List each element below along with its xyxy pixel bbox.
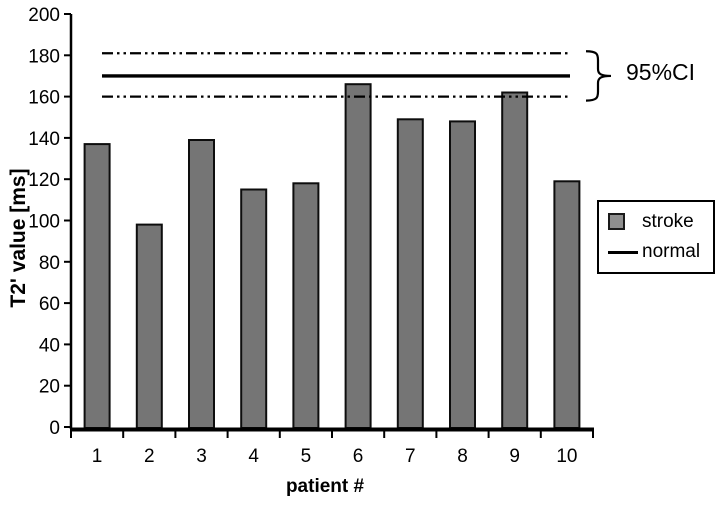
legend-label-normal: normal — [642, 241, 701, 263]
y-tick-label: 120 — [28, 170, 60, 191]
bar-patient-1 — [83, 143, 111, 429]
bar-patient-3 — [188, 139, 215, 429]
y-tick-label: 0 — [49, 418, 60, 439]
x-tick-label: 5 — [301, 446, 312, 467]
y-tick-label: 40 — [39, 335, 60, 356]
normal-line-swatch-icon — [608, 250, 638, 254]
bar-patient-7 — [396, 118, 424, 430]
y-tick-label: 80 — [39, 253, 60, 274]
legend-label-stroke: stroke — [642, 210, 694, 232]
bar-patient-2 — [135, 223, 163, 429]
bar-patient-10 — [553, 180, 581, 429]
x-axis-title: patient # — [285, 476, 365, 497]
y-tick-label: 140 — [28, 129, 60, 150]
x-tick-label: 4 — [248, 446, 259, 467]
bar-patient-9 — [501, 91, 529, 429]
stroke-bar-swatch-icon — [608, 213, 625, 231]
y-axis-title: T2' value [ms] — [7, 168, 30, 308]
y-tick-label: 100 — [28, 212, 60, 233]
x-tick-label: 2 — [144, 446, 155, 467]
x-tick-label: 9 — [509, 446, 520, 467]
x-tick-label: 3 — [196, 446, 207, 467]
ci-brace — [585, 50, 612, 102]
normal-swatch-zone — [608, 250, 638, 254]
bar-patient-6 — [344, 83, 372, 429]
legend-item-normal: normal — [608, 241, 713, 263]
bar-patient-4 — [240, 188, 268, 429]
x-tick-label: 1 — [92, 446, 103, 467]
legend-item-stroke: stroke — [608, 211, 713, 233]
legend-box: stroke normal — [597, 200, 715, 274]
x-tick-label: 6 — [353, 446, 364, 467]
bar-patient-5 — [292, 182, 320, 429]
x-tick-label: 7 — [405, 446, 416, 467]
ci-label: 95%CI — [626, 59, 696, 85]
x-tick-label: 10 — [556, 446, 577, 467]
y-tick-label: 160 — [28, 88, 60, 109]
y-tick-label: 20 — [39, 377, 60, 398]
stroke-swatch-zone — [608, 213, 638, 231]
x-tick-label: 8 — [457, 446, 468, 467]
y-tick-label: 180 — [28, 46, 60, 67]
y-tick-label: 200 — [28, 5, 60, 26]
bar-patient-8 — [449, 120, 476, 430]
y-tick-label: 60 — [39, 294, 60, 315]
